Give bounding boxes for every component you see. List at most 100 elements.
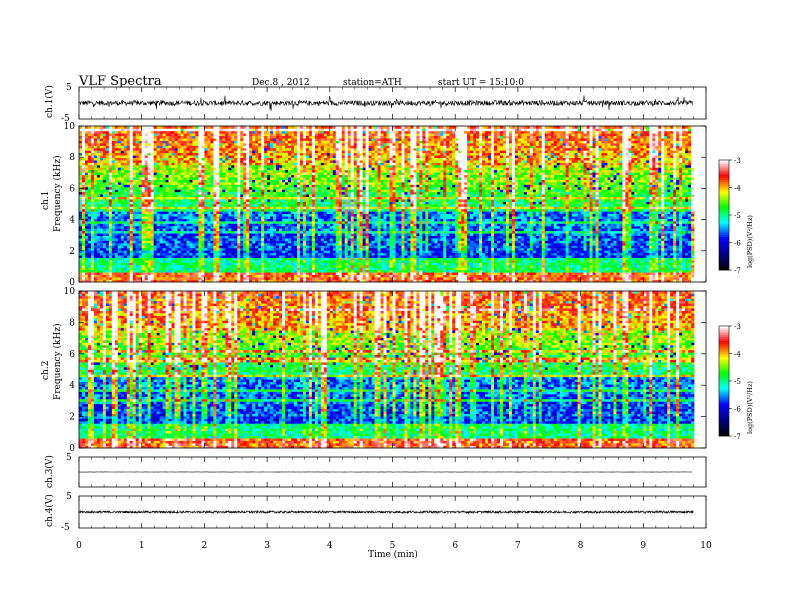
spectrogram-cell — [282, 255, 285, 258]
spectrogram-cell — [264, 136, 267, 139]
spectrogram-cell — [139, 241, 142, 244]
spectrogram-cell — [121, 228, 124, 231]
spectrogram-cell — [228, 214, 231, 217]
spectrogram-cell — [151, 238, 154, 241]
spectrogram-cell — [85, 197, 88, 200]
spectrogram-cell — [249, 153, 252, 156]
spectrogram-cell — [216, 255, 219, 258]
spectrogram-cell — [240, 202, 243, 205]
spectrogram-cell — [210, 245, 213, 248]
spectrogram-cell — [303, 146, 306, 149]
spectrogram-cell — [181, 265, 184, 268]
spectrogram-cell — [294, 126, 297, 129]
spectrogram-cell — [133, 126, 136, 129]
spectrogram-cell — [216, 165, 219, 168]
spectrogram-cell — [88, 131, 91, 134]
spectrogram-cell — [160, 133, 163, 136]
spectrogram-cell — [103, 250, 106, 253]
spectrogram-cell — [249, 158, 252, 161]
spectrogram-cell — [106, 187, 109, 190]
spectrogram-cell — [186, 141, 189, 144]
spectrogram-cell — [130, 267, 133, 270]
spectrogram-cell — [216, 194, 219, 197]
spectrogram-cell — [115, 233, 118, 236]
spectrogram-cell — [148, 228, 151, 231]
spectrogram-cell — [106, 231, 109, 234]
spectrogram-cell — [213, 245, 216, 248]
spectrogram-cell — [181, 216, 184, 219]
spectrogram-cell — [207, 126, 210, 129]
spectrogram-cell — [160, 275, 163, 278]
spectrogram-cell — [288, 238, 291, 241]
spectrogram-cell — [91, 231, 94, 234]
spectrogram-cell — [91, 204, 94, 207]
spectrogram-cell — [198, 258, 201, 261]
spectrogram-cell — [252, 275, 255, 278]
spectrogram-cell — [258, 146, 261, 149]
spectrogram-cell — [100, 224, 103, 227]
spectrogram-cell — [100, 216, 103, 219]
spectrogram-cell — [210, 185, 213, 188]
spectrogram-cell — [154, 228, 157, 231]
spectrogram-cell — [91, 253, 94, 256]
spectrogram-cell — [234, 192, 237, 195]
spectrogram-cell — [198, 250, 201, 253]
spectrogram-cell — [195, 192, 198, 195]
spectrogram-cell — [175, 233, 178, 236]
spectrogram-cell — [258, 216, 261, 219]
spectrogram-cell — [222, 243, 225, 246]
spectrogram-cell — [279, 250, 282, 253]
spectrogram-cell — [184, 187, 187, 190]
spectrogram-cell — [106, 133, 109, 136]
spectrogram-cell — [270, 206, 273, 209]
spectrogram-cell — [222, 270, 225, 273]
spectrogram-cell — [213, 185, 216, 188]
spectrogram-cell — [192, 146, 195, 149]
spectrogram-cell — [201, 267, 204, 270]
spectrogram-cell — [106, 238, 109, 241]
spectrogram-cell — [139, 233, 142, 236]
spectrogram-cell — [198, 236, 201, 239]
spectrogram-cell — [139, 194, 142, 197]
spectrogram-cell — [151, 187, 154, 190]
spectrogram-cell — [166, 241, 169, 244]
spectrogram-cell — [207, 258, 210, 261]
spectrogram-cell — [112, 177, 115, 180]
spectrogram-cell — [270, 189, 273, 192]
spectrogram-cell — [115, 255, 118, 258]
spectrogram-cell — [163, 221, 166, 224]
spectrogram-cell — [148, 177, 151, 180]
spectrogram-cell — [172, 180, 175, 183]
spectrogram-cell — [294, 197, 297, 200]
ch1-waveform-panel: 5 -5 ch.1(V) — [44, 83, 706, 124]
spectrogram-cell — [118, 146, 121, 149]
spectrogram-cell — [258, 204, 261, 207]
spectrogram-cell — [198, 206, 201, 209]
spectrogram-cell — [273, 258, 276, 261]
spectrogram-cell — [213, 141, 216, 144]
spectrogram-cell — [85, 160, 88, 163]
spectrogram-cell — [207, 206, 210, 209]
spectrogram-cell — [91, 136, 94, 139]
spectrogram-cell — [151, 170, 154, 173]
spectrogram-cell — [82, 228, 85, 231]
spectrogram-cell — [207, 148, 210, 151]
spectrogram-cell — [154, 153, 157, 156]
spectrogram-cell — [300, 133, 303, 136]
spectrogram-cell — [130, 219, 133, 222]
spectrogram-cell — [282, 202, 285, 205]
spectrogram-cell — [264, 197, 267, 200]
spectrogram-cell — [225, 209, 228, 212]
spectrogram-cell — [255, 185, 258, 188]
spectrogram-cell — [79, 153, 82, 156]
spectrogram-cell — [276, 146, 279, 149]
spectrogram-cell — [91, 194, 94, 197]
spectrogram-cell — [91, 138, 94, 141]
spectrogram-cell — [160, 160, 163, 163]
spectrogram-cell — [130, 245, 133, 248]
spectrogram-cell — [136, 228, 139, 231]
spectrogram-cell — [264, 263, 267, 266]
spectrogram-cell — [154, 146, 157, 149]
spectrogram-cell — [157, 260, 160, 263]
spectrogram-cell — [175, 150, 178, 153]
